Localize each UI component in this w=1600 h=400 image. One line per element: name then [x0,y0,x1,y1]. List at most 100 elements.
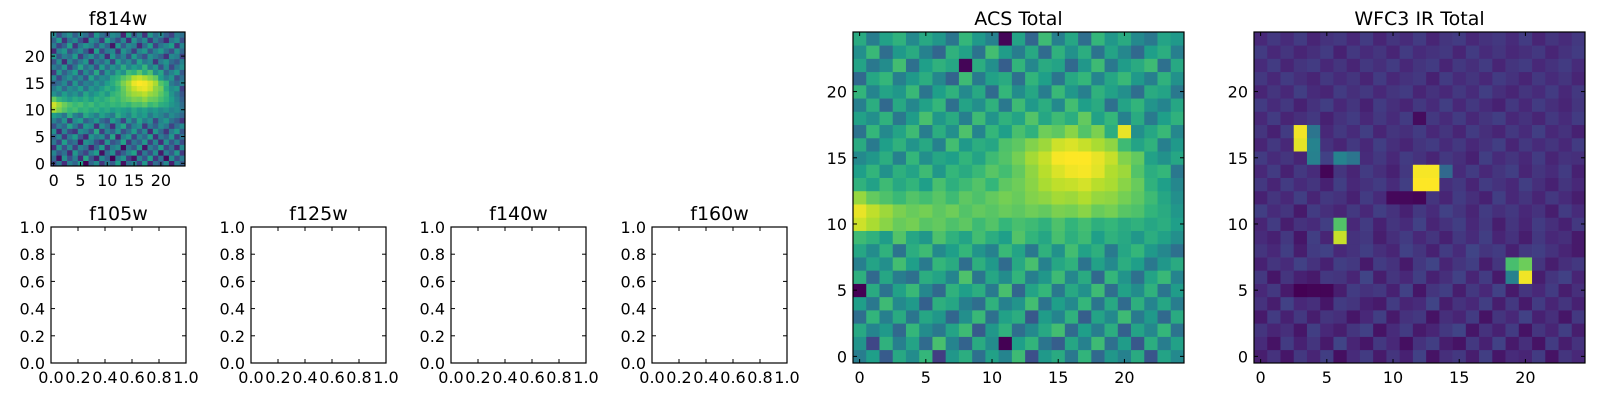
heatmap-cell [56,69,63,76]
heatmap-cell [972,32,986,46]
heatmap-cell [88,155,95,161]
heatmap-cell [1064,310,1079,324]
heatmap-cell [163,144,170,151]
heatmap-cell [1359,111,1374,126]
heatmap-cell [174,139,180,145]
heatmap-cell [1267,137,1281,152]
heatmap-cell [1170,230,1185,245]
heatmap-cell [1452,296,1467,311]
heatmap-cell [1426,349,1440,364]
heatmap-cell [61,112,68,119]
heatmap-cell [1439,257,1453,271]
heatmap-cell [1386,111,1400,126]
heatmap-cell [1465,45,1480,59]
heatmap-cell [115,42,122,49]
heatmap-cell [1558,323,1573,337]
heatmap-cell [1465,151,1480,165]
heatmap-cell [1386,32,1400,46]
heatmap-cell [56,107,63,113]
heatmap-cell [1518,270,1533,284]
heatmap-cell [1131,230,1145,245]
heatmap-cell [1038,270,1052,284]
heatmap-cell [152,128,159,135]
heatmap-cell [126,149,132,156]
heatmap-cell [866,270,880,284]
heatmap-cell [168,80,175,86]
heatmap-cell [1038,164,1052,178]
heatmap-cell [958,349,973,364]
heatmap-cell [1479,243,1493,258]
heatmap-cell [1465,349,1480,364]
heatmap-cell [152,160,159,167]
heatmap-cell [1280,257,1295,271]
heatmap-cell [120,133,127,140]
heatmap-cell [93,53,100,60]
heatmap-cell [1267,71,1281,86]
heatmap-cell [1144,111,1158,126]
heatmap-cell [919,257,933,271]
heatmap-cell [1104,349,1119,364]
heatmap-cell [1104,217,1119,231]
heatmap-cell [1505,84,1520,99]
heatmap-cell [1267,58,1281,73]
heatmap-cell [1558,270,1573,284]
heatmap-cell [93,112,100,119]
heatmap-cell [168,42,175,49]
heatmap-cell [179,149,186,156]
heatmap-cell [853,98,867,112]
heatmap-cell [56,112,63,119]
heatmap-cell [83,48,89,54]
heatmap-cell [77,144,84,151]
heatmap-cell [1452,283,1467,298]
heatmap-cell [1320,58,1334,73]
heatmap-cell [61,80,68,86]
heatmap-cell [932,217,947,231]
heatmap-cell [67,64,73,70]
heatmap-cell [1157,32,1172,46]
heatmap-cell [1412,349,1427,364]
heatmap-cell [866,217,880,231]
heatmap-cell [1293,230,1308,245]
heatmap-cell [174,42,180,49]
heatmap-cell [1571,217,1586,231]
heatmap-cell [77,37,84,44]
heatmap-cell [163,64,170,70]
panel-title: WFC3 IR Total [1354,8,1484,30]
heatmap-cell [1267,230,1281,245]
heatmap-cell [1267,349,1281,364]
heatmap-cell [77,58,84,65]
heatmap-cell [1051,190,1066,205]
heatmap-cell [72,155,79,161]
heatmap-cell [1157,111,1172,126]
heatmap-cell [853,296,867,311]
heatmap-cell [866,164,880,178]
heatmap-cell [61,160,68,167]
heatmap-cell [83,32,89,38]
heatmap-cell [1267,124,1281,139]
heatmap-cell [104,155,111,161]
heatmap-cell [72,149,79,156]
heatmap-cell [1373,270,1387,284]
heatmap-cell [1532,310,1546,324]
heatmap-cell [142,85,148,92]
heatmap-cell [136,69,143,76]
heatmap-cell [61,117,68,124]
heatmap-cell [83,155,89,161]
heatmap-cell [1346,283,1361,298]
heatmap-cell [958,45,973,59]
heatmap-cell [1144,310,1158,324]
heatmap-cell [142,53,148,60]
heatmap-cell [892,32,907,46]
heatmap-cell [93,96,100,103]
heatmap-cell [61,128,68,135]
heatmap-cell [998,336,1013,351]
heatmap-cell [1492,230,1506,245]
x-tick-label: 0.4 [693,368,718,387]
x-tick-label: 5 [921,368,931,387]
heatmap-cell [932,124,947,139]
heatmap-cell [126,58,132,65]
heatmap-cell [61,37,68,44]
heatmap-cell [72,42,79,49]
heatmap-cell [163,53,170,60]
